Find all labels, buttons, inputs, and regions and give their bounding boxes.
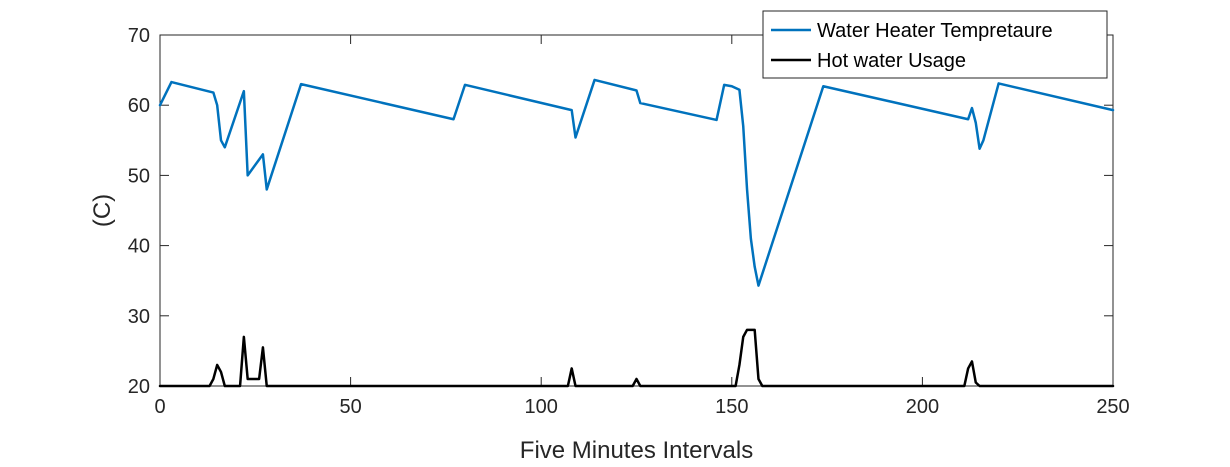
series-line-usage bbox=[158, 328, 1115, 388]
x-tick-label: 150 bbox=[715, 396, 748, 418]
legend: Water Heater Tempretaure Hot water Usage bbox=[762, 10, 1108, 79]
y-tick-label: 30 bbox=[128, 306, 150, 328]
legend-label: Hot water Usage bbox=[817, 50, 966, 72]
x-tick-label: 100 bbox=[525, 396, 558, 418]
y-tick-label: 50 bbox=[128, 165, 150, 187]
series-line-temperature bbox=[158, 78, 1115, 287]
legend-label: Water Heater Tempretaure bbox=[817, 20, 1053, 42]
x-tick-label: 200 bbox=[906, 396, 939, 418]
x-tick-label: 50 bbox=[339, 396, 361, 418]
series-group bbox=[158, 78, 1115, 388]
y-tick-label: 40 bbox=[128, 236, 150, 258]
x-tick-label: 250 bbox=[1096, 396, 1129, 418]
y-tick-label: 20 bbox=[128, 376, 150, 398]
x-axis-title: Five Minutes Intervals bbox=[520, 437, 753, 464]
x-tick-label: 0 bbox=[154, 396, 165, 418]
y-tick-label: 60 bbox=[128, 95, 150, 117]
y-tick-label: 70 bbox=[128, 25, 150, 47]
plot-frame bbox=[159, 34, 1114, 387]
y-axis-title: (C) bbox=[89, 194, 116, 227]
axes-group: 0 50 100 150 200 250 20 30 40 50 60 70 Five Minutes … bbox=[89, 25, 1130, 464]
legend-box bbox=[762, 10, 1108, 79]
